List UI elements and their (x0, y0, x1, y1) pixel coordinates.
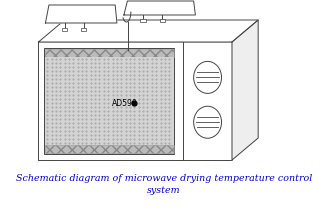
Circle shape (194, 61, 221, 93)
Text: AD590: AD590 (112, 99, 137, 108)
Bar (45, 145, 174, 153)
Bar (62, 28, 67, 31)
Text: system: system (147, 186, 181, 195)
Polygon shape (232, 20, 258, 160)
Bar (160, 19, 165, 22)
Circle shape (194, 106, 221, 138)
Text: Schematic diagram of microwave drying temperature control: Schematic diagram of microwave drying te… (16, 174, 312, 183)
Bar (45, 49, 174, 57)
Bar (38, 42, 232, 160)
Bar (45, 57, 174, 145)
Polygon shape (38, 20, 258, 42)
Bar (44, 48, 174, 154)
Bar (140, 19, 146, 22)
Polygon shape (124, 1, 195, 15)
Bar (81, 28, 86, 31)
Polygon shape (46, 5, 117, 23)
